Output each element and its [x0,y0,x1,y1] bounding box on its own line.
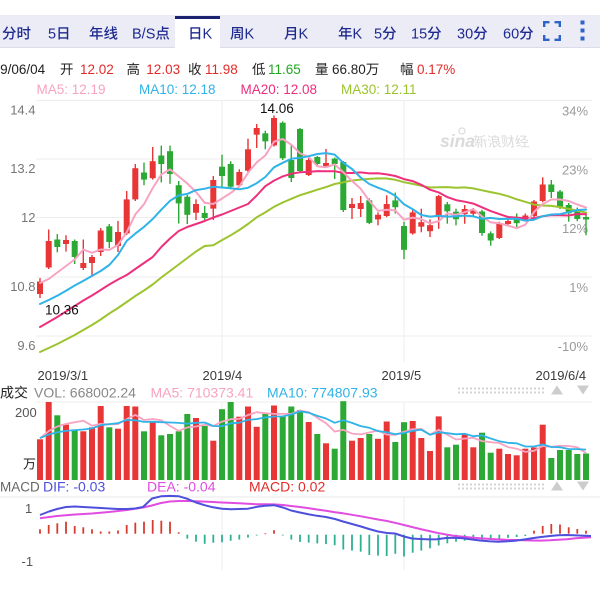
svg-text:MACD: MACD [0,480,40,495]
svg-text:12%: 12% [562,221,588,236]
svg-text:B/S: B/S [132,27,155,43]
svg-text:12: 12 [21,210,35,225]
svg-text:11.65: 11.65 [268,62,301,77]
svg-text:VOL: 668002.24: VOL: 668002.24 [34,385,136,401]
svg-text:11.98: 11.98 [205,62,238,77]
svg-text:1%: 1% [569,280,588,295]
svg-text:5: 5 [374,27,382,43]
svg-text:K: K [203,27,213,43]
svg-text:DEA: -0.04: DEA: -0.04 [147,479,216,495]
svg-text:5: 5 [48,27,56,43]
svg-text:MA30: 12.11: MA30: 12.11 [341,82,417,97]
svg-text:14.4: 14.4 [10,103,35,118]
svg-text:K: K [299,27,309,43]
svg-text:2019/6/4: 2019/6/4 [536,368,587,383]
svg-text:15: 15 [411,27,427,43]
svg-text:MA10: 12.18: MA10: 12.18 [139,82,216,97]
svg-text:MA20: 12.08: MA20: 12.08 [241,82,318,97]
svg-text:9.6: 9.6 [17,338,35,353]
svg-text:34%: 34% [562,104,588,119]
svg-text:K: K [245,27,255,43]
svg-text:2019/06/04: 2019/06/04 [0,62,46,77]
svg-text:10.8: 10.8 [10,279,35,294]
svg-text:-10%: -10% [558,339,589,354]
svg-text:13.2: 13.2 [10,161,35,176]
svg-text:30: 30 [457,27,473,43]
svg-text:12.02: 12.02 [80,62,114,77]
svg-text:12.03: 12.03 [146,62,180,77]
svg-text:2019/4: 2019/4 [203,368,243,383]
svg-text:2019/3/1: 2019/3/1 [38,368,89,383]
svg-text:66.80: 66.80 [332,62,366,77]
svg-text:0.17%: 0.17% [417,62,455,77]
svg-text:K: K [353,27,363,43]
svg-text:2019/5: 2019/5 [382,368,422,383]
svg-text:MA5: 710373.41: MA5: 710373.41 [151,385,254,401]
svg-text:MACD: 0.02: MACD: 0.02 [249,479,325,495]
svg-text:-1: -1 [22,554,34,569]
svg-text:14.06: 14.06 [260,101,294,116]
svg-text:200: 200 [15,405,37,420]
svg-text:60: 60 [503,27,519,43]
svg-text:23%: 23% [562,163,588,178]
svg-text:MA5: 12.19: MA5: 12.19 [37,82,106,97]
svg-text:1: 1 [25,501,32,516]
svg-text:DIF: -0.03: DIF: -0.03 [43,479,105,495]
svg-text:sina: sina [440,131,475,151]
svg-text:10.36: 10.36 [45,303,79,318]
svg-text:MA10: 774807.93: MA10: 774807.93 [267,385,378,401]
